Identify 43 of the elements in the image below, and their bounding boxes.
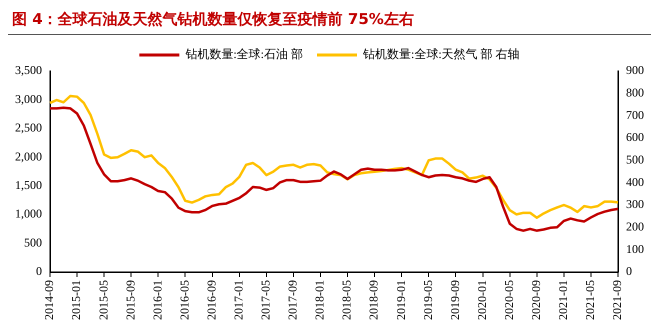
legend-label: 钻机数量:全球:石油 部 (184, 47, 304, 62)
x-tick-label: 2019-09 (448, 280, 462, 320)
y2-tick-label: 400 (626, 174, 644, 189)
x-tick-label: 2021-01 (556, 280, 570, 320)
x-tick-label: 2020-05 (502, 280, 516, 320)
x-tick-label: 2016-05 (177, 280, 192, 320)
x-tick-label: 2021-09 (610, 280, 624, 320)
y2-tick-label: 0 (626, 264, 632, 278)
x-tick-label: 2017-09 (286, 280, 300, 320)
x-tick-label: 2019-05 (420, 280, 435, 320)
y-tick-label: 1,500 (15, 178, 42, 192)
y2-tick-label: 700 (626, 108, 644, 122)
x-tick-label: 2017-05 (258, 280, 273, 320)
legend-label: 钻机数量:全球:天然气 部 右轴 (362, 47, 520, 62)
y-tick-label: 2,500 (15, 120, 42, 135)
x-tick-label: 2016-01 (150, 280, 164, 320)
y-tick-label: 3,500 (15, 63, 42, 78)
x-tick-label: 2015-05 (96, 280, 110, 320)
y2-tick-label: 100 (626, 242, 644, 256)
y2-tick-label: 200 (626, 219, 644, 234)
y-tick-label: 1,000 (15, 206, 42, 221)
y2-tick-label: 800 (626, 85, 644, 100)
x-tick-label: 2015-01 (69, 280, 84, 320)
x-tick-label: 2021-05 (583, 280, 598, 320)
x-tick-label: 2018-01 (312, 280, 327, 320)
x-tick-label: 2020-01 (474, 280, 489, 320)
y-tick-label: 2,000 (15, 149, 42, 164)
y2-tick-label: 300 (626, 197, 644, 212)
y-tick-label: 500 (24, 235, 42, 250)
chart-title: 图 4：全球石油及天然气钻机数量仅恢复至疫情前 75%左右 (8, 8, 651, 35)
x-tick-label: 2014-09 (42, 280, 56, 320)
x-tick-label: 2017-01 (231, 280, 246, 320)
x-tick-label: 2020-09 (529, 280, 544, 320)
x-tick-label: 2015-09 (123, 280, 138, 320)
x-tick-label: 2018-05 (340, 280, 354, 320)
y2-tick-label: 500 (626, 152, 644, 166)
y2-tick-label: 900 (626, 63, 644, 78)
y-tick-label: 0 (36, 264, 42, 278)
y-tick-label: 3,000 (15, 92, 42, 106)
x-tick-label: 2016-09 (204, 280, 218, 320)
y2-tick-label: 600 (626, 130, 644, 144)
x-tick-label: 2019-01 (394, 280, 408, 320)
x-tick-label: 2018-09 (366, 280, 381, 320)
